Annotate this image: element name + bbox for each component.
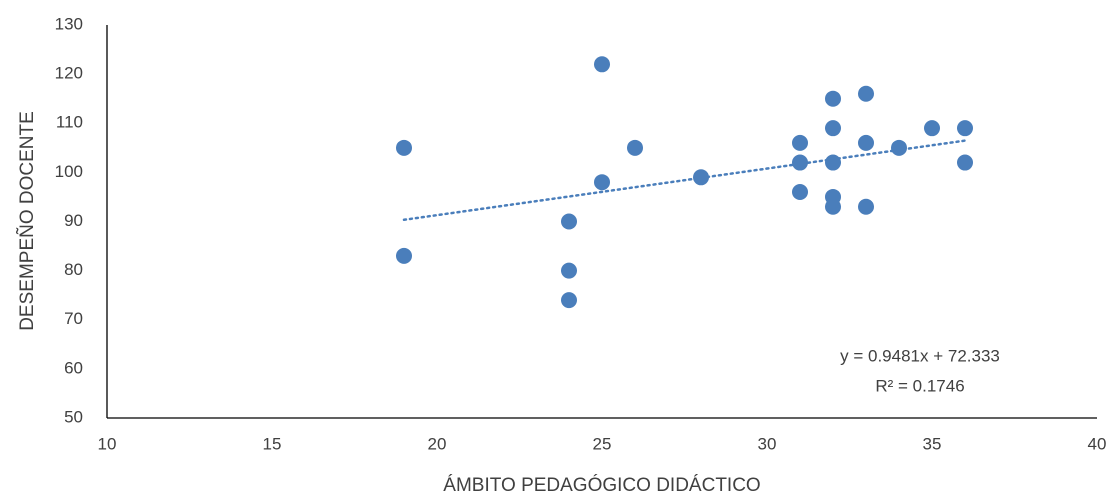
y-tick-label: 110	[56, 113, 83, 132]
y-tick-label: 90	[64, 211, 83, 230]
y-tick-label: 100	[55, 162, 83, 181]
y-tick-label: 120	[55, 64, 83, 83]
x-tick-label: 10	[98, 434, 117, 453]
point	[957, 154, 973, 171]
point	[627, 139, 643, 156]
trend-equation: y = 0.9481x + 72.333	[840, 346, 1000, 365]
point	[396, 139, 412, 156]
x-tick-label: 35	[923, 434, 942, 453]
y-tick-label: 80	[64, 260, 83, 279]
point	[858, 134, 874, 151]
point	[924, 120, 940, 137]
point	[858, 85, 874, 102]
point	[594, 174, 610, 191]
point	[594, 56, 610, 73]
point	[396, 247, 412, 264]
point	[561, 292, 577, 309]
point	[891, 139, 907, 156]
point	[693, 169, 709, 186]
point	[561, 213, 577, 230]
point	[825, 120, 841, 137]
point	[561, 262, 577, 279]
y-tick-label: 130	[55, 14, 83, 33]
x-tick-label: 25	[593, 434, 612, 453]
y-axis-title: DESEMPEÑO DOCENTE	[16, 111, 38, 331]
y-tick-label: 50	[64, 407, 83, 426]
trend-r-squared: R² = 0.1746	[875, 376, 964, 395]
x-tick-label: 15	[263, 434, 282, 453]
point	[825, 90, 841, 107]
point	[825, 198, 841, 215]
point	[792, 134, 808, 151]
point	[792, 154, 808, 171]
point	[858, 198, 874, 215]
point	[825, 154, 841, 171]
y-tick-label: 70	[64, 309, 83, 328]
point	[957, 120, 973, 137]
x-tick-label: 40	[1088, 434, 1107, 453]
x-tick-label: 30	[758, 434, 777, 453]
trendline	[402, 139, 967, 222]
point	[792, 184, 808, 201]
x-tick-label: 20	[428, 434, 447, 453]
x-axis-title: ÁMBITO PEDAGÓGICO DIDÁCTICO	[443, 474, 760, 496]
y-tick-label: 60	[64, 358, 83, 377]
